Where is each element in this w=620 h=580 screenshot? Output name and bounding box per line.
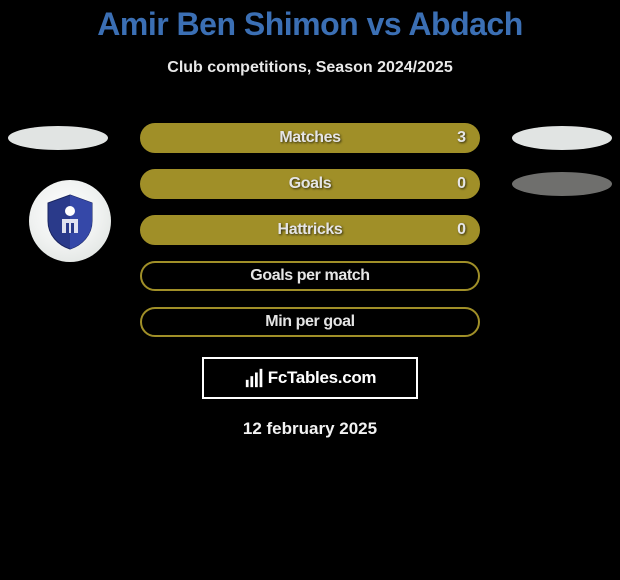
- stat-row-min-per-goal: Min per goal: [0, 299, 620, 345]
- stat-bar: Hattricks 0: [140, 215, 480, 245]
- stats-block: Matches 3 Goals 0 Hattricks 0 Goals per …: [0, 115, 620, 345]
- stat-bar: Goals 0: [140, 169, 480, 199]
- left-value-ellipse: [8, 126, 108, 150]
- stat-bar: Goals per match: [140, 261, 480, 291]
- stat-row-hattricks: Hattricks 0: [0, 207, 620, 253]
- right-value-ellipse: [512, 172, 612, 196]
- stat-label: Goals per match: [250, 267, 369, 285]
- right-value-ellipse: [512, 126, 612, 150]
- brand-text: FcTables.com: [268, 368, 377, 388]
- stat-label: Hattricks: [278, 221, 343, 239]
- date-line: 12 february 2025: [0, 419, 620, 439]
- comparison-title: Amir Ben Shimon vs Abdach: [0, 6, 620, 43]
- infographic-container: Amir Ben Shimon vs Abdach Club competiti…: [0, 0, 620, 580]
- stat-value: 3: [457, 129, 466, 147]
- stat-row-goals: Goals 0: [0, 161, 620, 207]
- stat-value: 0: [457, 221, 466, 239]
- stat-row-matches: Matches 3: [0, 115, 620, 161]
- stat-label: Matches: [279, 129, 340, 147]
- stat-label: Goals: [289, 175, 331, 193]
- stat-row-goals-per-match: Goals per match: [0, 253, 620, 299]
- stat-bar: Matches 3: [140, 123, 480, 153]
- season-subtitle: Club competitions, Season 2024/2025: [0, 59, 620, 77]
- stat-bar: Min per goal: [140, 307, 480, 337]
- stat-value: 0: [457, 175, 466, 193]
- chart-bars-icon: [244, 367, 266, 389]
- brand-attribution: FcTables.com: [202, 357, 418, 399]
- stat-label: Min per goal: [265, 313, 354, 331]
